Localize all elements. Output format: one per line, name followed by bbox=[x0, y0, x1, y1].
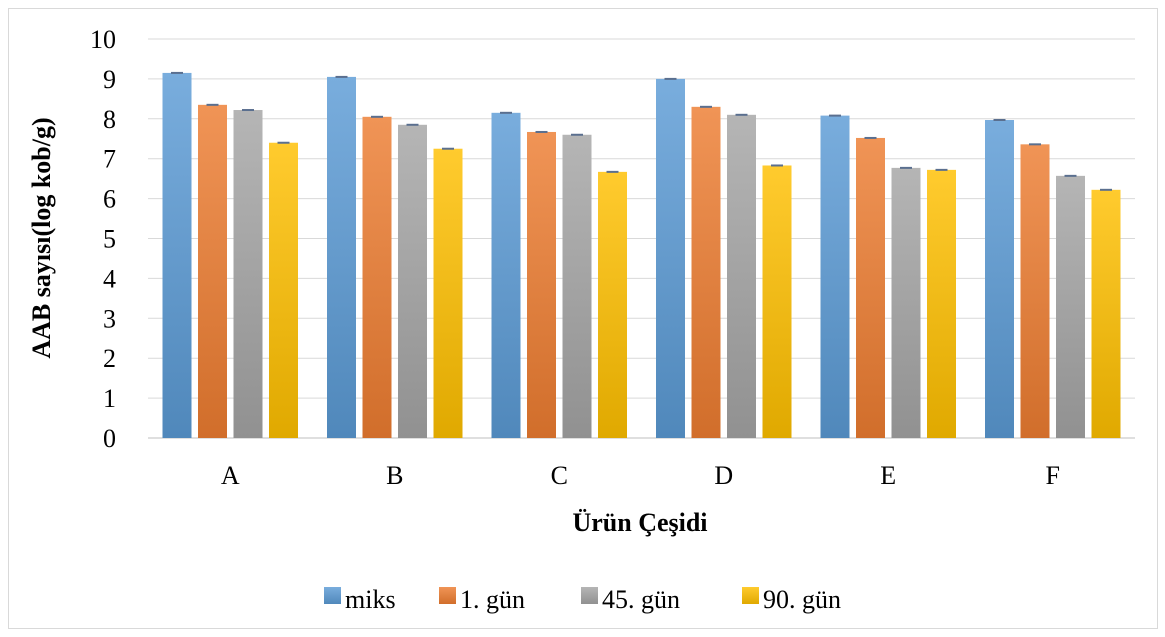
bar bbox=[727, 114, 756, 438]
legend-label: 45. gün bbox=[602, 585, 680, 614]
x-tick-label: E bbox=[880, 461, 896, 490]
y-tick-label: 0 bbox=[103, 424, 116, 453]
x-tick-label: F bbox=[1046, 461, 1060, 490]
legend-label: miks bbox=[345, 585, 396, 614]
bar bbox=[198, 104, 227, 439]
bar bbox=[491, 112, 521, 438]
y-axis-title: AAB sayısı(log kob/g) bbox=[27, 117, 56, 358]
x-tick-label: B bbox=[386, 461, 403, 490]
legend-swatch bbox=[324, 587, 341, 604]
bar bbox=[362, 116, 392, 439]
legend-swatch bbox=[439, 587, 456, 604]
bars bbox=[162, 71, 1121, 439]
bar bbox=[162, 72, 192, 438]
y-tick-label: 9 bbox=[103, 65, 116, 94]
bar bbox=[820, 115, 850, 438]
gridlines bbox=[148, 38, 1135, 439]
bar bbox=[927, 169, 956, 438]
bar bbox=[656, 78, 685, 439]
bar bbox=[398, 124, 427, 438]
y-tick-label: 4 bbox=[103, 264, 116, 293]
bar bbox=[598, 171, 627, 438]
bar bbox=[985, 119, 1014, 438]
bar bbox=[1056, 175, 1085, 438]
y-tick-label: 1 bbox=[103, 384, 116, 413]
y-tick-label: 6 bbox=[103, 185, 116, 214]
y-tick-label: 2 bbox=[103, 344, 116, 373]
legend-label: 90. gün bbox=[763, 585, 841, 614]
legend-swatch bbox=[581, 587, 598, 604]
bar bbox=[527, 131, 556, 439]
bar bbox=[562, 134, 592, 438]
x-tick-label: D bbox=[714, 461, 733, 490]
legend-swatch bbox=[742, 587, 759, 604]
legend: miks 1. gün 45. gün 90. gün bbox=[324, 585, 841, 614]
bar bbox=[269, 142, 298, 439]
bar bbox=[327, 76, 356, 438]
bar bbox=[1020, 144, 1050, 438]
y-tick-label: 10 bbox=[90, 25, 116, 54]
bar bbox=[762, 165, 792, 438]
x-tick-label: C bbox=[551, 461, 568, 490]
legend-label: 1. gün bbox=[460, 585, 525, 614]
y-tick-label: 3 bbox=[103, 304, 116, 333]
x-tick-label: A bbox=[221, 461, 240, 490]
bar bbox=[691, 106, 721, 438]
y-tick-label: 5 bbox=[103, 225, 116, 254]
bar bbox=[891, 167, 921, 438]
bar bbox=[233, 110, 263, 438]
y-axis-ticks: 0 1 2 3 4 5 6 7 8 9 10 bbox=[90, 25, 116, 453]
x-axis-ticks: A B C D E F bbox=[221, 461, 1060, 490]
y-tick-label: 7 bbox=[103, 145, 116, 174]
y-tick-label: 8 bbox=[103, 105, 116, 134]
bar bbox=[1091, 189, 1121, 438]
bar bbox=[856, 137, 885, 438]
x-axis-title: Ürün Çeşidi bbox=[572, 508, 707, 537]
bar bbox=[433, 148, 463, 438]
